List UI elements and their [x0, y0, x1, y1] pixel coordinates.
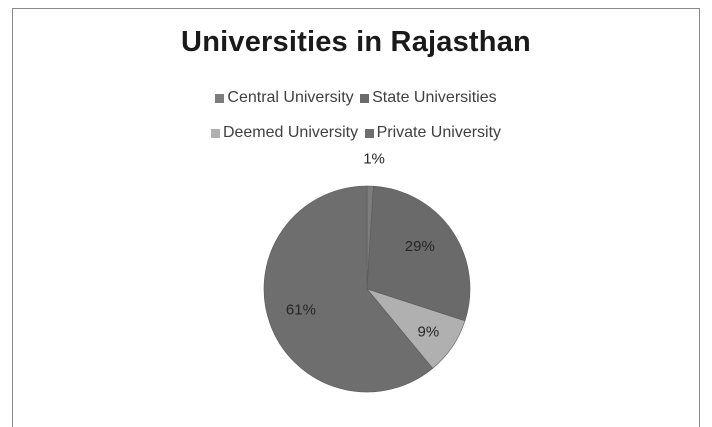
legend-label-state: State Universities — [372, 89, 497, 106]
legend-row-2: Deemed University Private University — [0, 124, 712, 143]
legend-swatch-central — [215, 93, 225, 103]
legend-item-private: Private University — [364, 124, 502, 142]
data-label-central: 1% — [363, 150, 385, 167]
legend-row-1: Central University State Universities — [0, 89, 712, 108]
chart-title: Universities in Rajasthan — [181, 26, 531, 58]
pie-slice-state — [366, 185, 471, 322]
legend-item-central: Central University — [215, 89, 354, 107]
legend-swatch-deemed — [210, 128, 220, 138]
data-label-deemed: 9% — [417, 324, 439, 341]
data-label-state: 29% — [405, 238, 435, 255]
pie-slice-private — [263, 185, 434, 393]
data-label-private: 61% — [286, 302, 316, 319]
legend-label-deemed: Deemed University — [222, 124, 359, 141]
legend-label-central: Central University — [227, 89, 354, 106]
legend-item-deemed: Deemed University — [210, 124, 359, 142]
legend-label-private: Private University — [376, 124, 502, 141]
legend-swatch-private — [364, 128, 374, 138]
legend-swatch-state — [360, 93, 370, 103]
pie-slices — [263, 185, 471, 393]
legend-item-state: State Universities — [360, 89, 497, 107]
pie-data-labels: 1% 29% 9% 61% — [286, 150, 439, 340]
